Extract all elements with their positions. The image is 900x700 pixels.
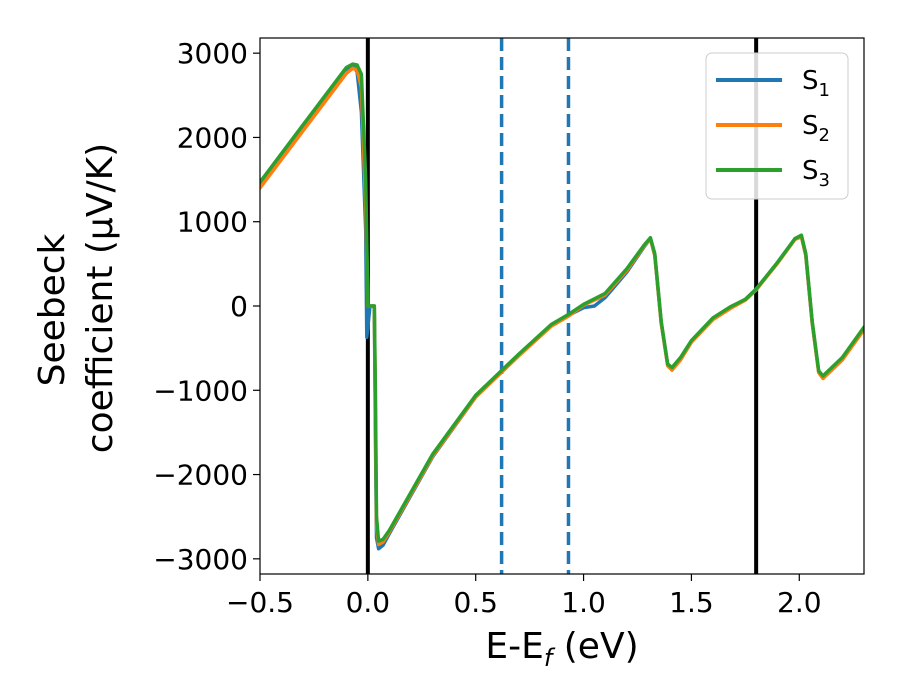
x-tick-label: 2.0 — [777, 586, 822, 619]
y-tick-label: 3000 — [177, 37, 248, 70]
y-tick-label: 2000 — [177, 121, 248, 154]
x-axis-label: E-Ef (eV) — [485, 626, 638, 672]
x-tick-label: 1.0 — [561, 586, 606, 619]
y-tick-label: −1000 — [153, 374, 248, 407]
y-tick-label: 1000 — [177, 206, 248, 239]
y-axis-label-line2: coefficient (μV/K) — [80, 143, 121, 453]
y-tick-label: −3000 — [153, 543, 248, 576]
y-axis: −3000 −2000 −1000 0 1000 2000 3000 — [153, 37, 260, 576]
y-tick-label: 0 — [230, 290, 248, 323]
series-line-s3 — [260, 62, 864, 543]
y-axis-label: Seebeck coefficient (μV/K) — [32, 143, 121, 453]
x-tick-label: 0.0 — [346, 586, 391, 619]
x-tick-label: 0.5 — [453, 586, 498, 619]
series-layer — [260, 62, 864, 551]
x-axis: −0.5 0.0 0.5 1.0 1.5 2.0 — [226, 574, 822, 619]
y-tick-label: −2000 — [153, 459, 248, 492]
reference-lines — [365, 38, 759, 574]
x-tick-label: 1.5 — [669, 586, 714, 619]
y-axis-label-line1: Seebeck — [32, 233, 73, 386]
x-tick-label: −0.5 — [226, 586, 294, 619]
